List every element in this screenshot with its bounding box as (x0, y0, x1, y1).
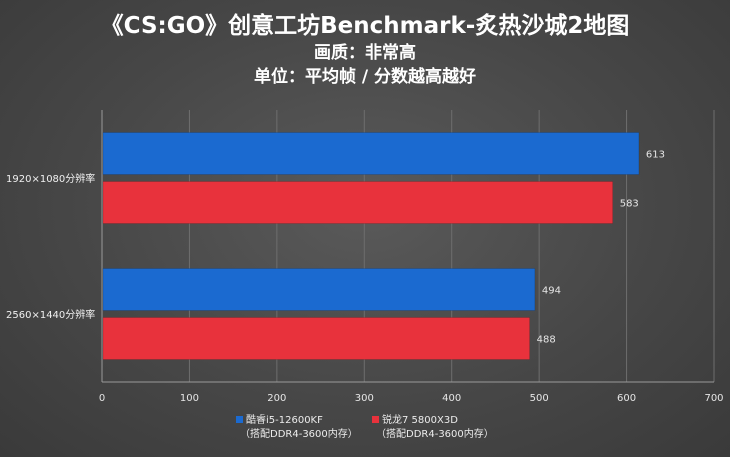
bar-0-1 (102, 268, 536, 311)
chart-title: 《CS:GO》创意工坊Benchmark-炙热沙城2地图 (100, 13, 630, 39)
x-tick-label-600: 600 (617, 393, 636, 404)
legend-swatch-amd (372, 416, 379, 423)
x-tick-label-700: 700 (704, 393, 723, 404)
bar-1-0 (102, 181, 613, 224)
legend-item-amd: 锐龙7 5800X3D （搭配DDR4-3600内存） (372, 414, 494, 442)
x-tick-label-0: 0 (99, 393, 105, 404)
chart-subtitle-unit: 单位：平均帧 / 分数越高越好 (253, 67, 477, 87)
bar-1-1 (102, 317, 530, 360)
legend-item-intel: 酷睿i5-12600KF （搭配DDR4-3600内存） (236, 414, 358, 442)
data-label-0-0: 613 (646, 150, 665, 161)
category-label-1: 2560×1440分辨率 (6, 308, 95, 321)
chart-subtitle-quality: 画质：非常高 (314, 43, 416, 63)
category-label-0: 1920×1080分辨率 (6, 172, 95, 185)
legend-note-amd: （搭配DDR4-3600内存） (376, 429, 494, 440)
legend-label-amd: 锐龙7 5800X3D (382, 415, 458, 426)
legend-note-intel: （搭配DDR4-3600内存） (240, 429, 358, 440)
legend-label-intel: 酷睿i5-12600KF (246, 415, 323, 426)
data-label-1-1: 488 (537, 335, 556, 346)
x-tick-label-400: 400 (442, 393, 461, 404)
x-tick-label-200: 200 (267, 393, 286, 404)
data-label-0-1: 494 (542, 286, 561, 297)
x-tick-label-100: 100 (180, 393, 199, 404)
bar-0-0 (102, 132, 640, 175)
legend-swatch-intel (236, 416, 243, 423)
data-label-1-0: 583 (620, 199, 639, 210)
x-tick-label-300: 300 (355, 393, 374, 404)
x-tick-label-500: 500 (530, 393, 549, 404)
